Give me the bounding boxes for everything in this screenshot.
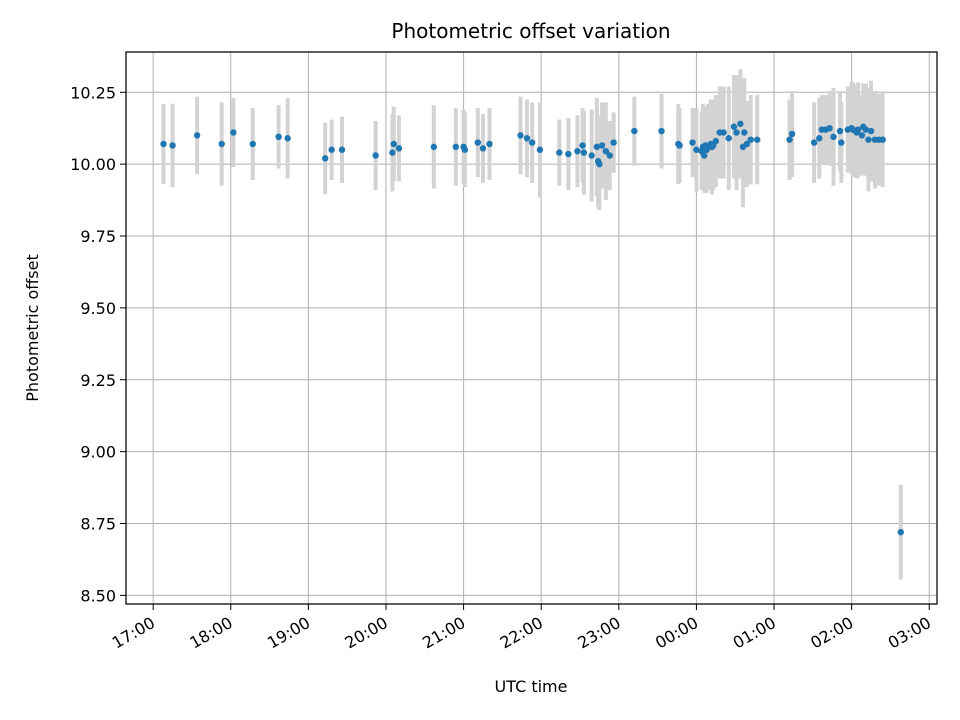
- data-point: [610, 139, 617, 146]
- data-point: [733, 129, 740, 136]
- data-point: [730, 123, 738, 130]
- data-point: [556, 149, 563, 156]
- data-point: [747, 136, 754, 143]
- data-point: [862, 126, 870, 133]
- data-point: [816, 135, 823, 142]
- y-tick-label: 9.25: [80, 371, 116, 390]
- data-point: [461, 146, 469, 153]
- data-point: [826, 124, 833, 132]
- data-point: [606, 152, 613, 159]
- data-point: [193, 132, 201, 139]
- data-point: [218, 140, 225, 148]
- data-point: [689, 139, 696, 146]
- data-point: [725, 135, 732, 142]
- data-point: [700, 152, 708, 159]
- data-point: [517, 132, 524, 139]
- data-point: [836, 127, 844, 135]
- y-tick-label: 9.75: [80, 227, 116, 246]
- data-point: [486, 140, 493, 148]
- data-point: [169, 142, 176, 149]
- y-tick-label: 8.50: [80, 586, 116, 605]
- data-point: [788, 130, 796, 138]
- data-point: [588, 152, 595, 159]
- y-axis-ticks: 8.50 8.75 9.00 9.25 9.50 9.75 10.00 10.25: [70, 83, 126, 605]
- data-point: [284, 135, 291, 142]
- data-point: [452, 143, 460, 151]
- data-point: [879, 136, 886, 143]
- y-tick-label: 9.00: [80, 443, 116, 462]
- chart-title: Photometric offset variation: [391, 19, 670, 43]
- data-point: [858, 132, 866, 139]
- data-point: [536, 146, 544, 153]
- y-tick-label: 9.50: [80, 299, 116, 318]
- data-point: [523, 135, 531, 142]
- data-point: [865, 136, 872, 143]
- data-point: [631, 127, 638, 135]
- data-point: [528, 139, 536, 146]
- data-point: [390, 140, 397, 148]
- data-point: [676, 142, 683, 149]
- data-point: [230, 129, 237, 136]
- data-point: [602, 147, 610, 155]
- data-point: [372, 152, 379, 159]
- data-point: [786, 136, 793, 143]
- data-point: [712, 137, 720, 145]
- data-point: [743, 140, 751, 148]
- data-point: [574, 147, 581, 155]
- data-point: [389, 149, 396, 156]
- data-point: [737, 120, 744, 128]
- data-point: [693, 146, 700, 153]
- data-point: [430, 143, 438, 151]
- data-point: [897, 528, 904, 536]
- data-point: [598, 142, 606, 149]
- y-tick-label: 10.00: [70, 155, 116, 174]
- x-axis-label: UTC time: [495, 677, 568, 696]
- data-point: [321, 155, 329, 162]
- data-point: [565, 150, 572, 158]
- data-point: [658, 127, 665, 135]
- data-point: [479, 145, 487, 152]
- data-point: [867, 127, 875, 135]
- y-axis-label: Photometric offset: [23, 254, 42, 402]
- data-point: [810, 139, 818, 146]
- y-tick-label: 8.75: [80, 515, 116, 534]
- data-point: [160, 140, 167, 148]
- data-point: [741, 129, 748, 136]
- data-point: [720, 129, 727, 136]
- data-point: [596, 160, 603, 168]
- data-point: [580, 149, 588, 156]
- data-point: [328, 146, 335, 153]
- plot-frame: [125, 51, 938, 605]
- data-point: [838, 139, 845, 146]
- points-layer: [160, 120, 904, 536]
- data-point: [854, 126, 862, 133]
- data-point: [275, 133, 282, 141]
- data-point: [754, 136, 761, 143]
- data-point: [474, 139, 482, 146]
- data-point: [830, 133, 837, 141]
- data-point: [395, 145, 403, 152]
- y-tick-label: 10.25: [70, 83, 116, 102]
- data-point: [338, 146, 346, 153]
- data-point: [579, 142, 586, 149]
- data-point: [593, 143, 601, 151]
- data-point: [249, 140, 256, 148]
